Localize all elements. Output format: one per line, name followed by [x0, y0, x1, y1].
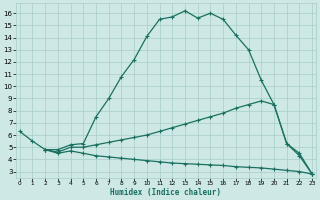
- X-axis label: Humidex (Indice chaleur): Humidex (Indice chaleur): [110, 188, 221, 197]
